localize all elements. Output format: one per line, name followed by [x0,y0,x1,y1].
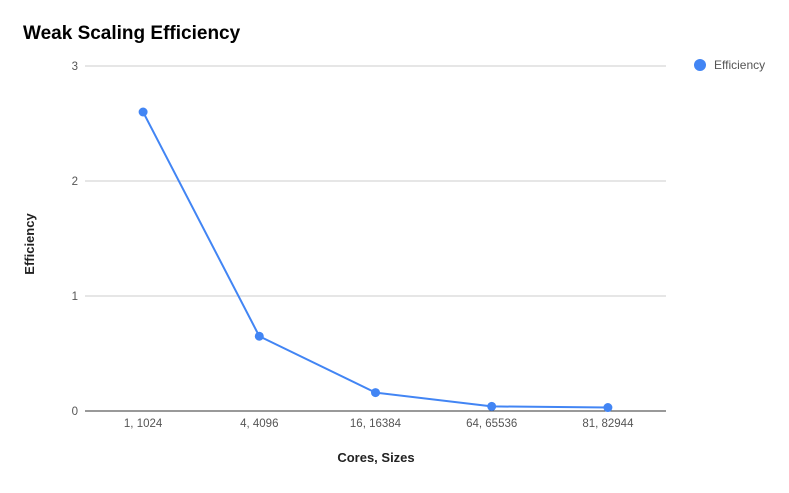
data-point [487,401,497,411]
gridlines [85,65,666,412]
series-layer [138,107,613,413]
x-tick-label: 64, 65536 [466,418,517,430]
x-tick-label: 81, 82944 [582,418,634,430]
x-axis-title: Cores, Sizes [337,450,414,465]
y-tick-label: 0 [72,406,78,418]
legend: Efficiency [694,58,765,72]
x-tick-label: 1, 1024 [124,418,163,430]
data-point [254,331,264,341]
data-point [138,107,148,117]
legend-label: Efficiency [714,58,765,72]
y-axis-ticks: 0 1 2 3 [72,61,78,418]
y-tick-label: 3 [72,61,78,73]
y-tick-label: 1 [72,291,78,303]
x-tick-label: 16, 16384 [350,418,402,430]
legend-marker [694,59,706,71]
series-line [142,111,608,409]
data-point [603,403,613,413]
x-tick-label: 4, 4096 [240,418,278,430]
x-axis-ticks: 1, 1024 4, 4096 16, 16384 64, 65536 81, 8294… [124,418,634,430]
chart-title: Weak Scaling Efficiency [23,23,241,44]
y-axis-title: Efficiency [22,213,37,275]
data-point [371,388,380,398]
y-tick-label: 2 [72,176,78,188]
